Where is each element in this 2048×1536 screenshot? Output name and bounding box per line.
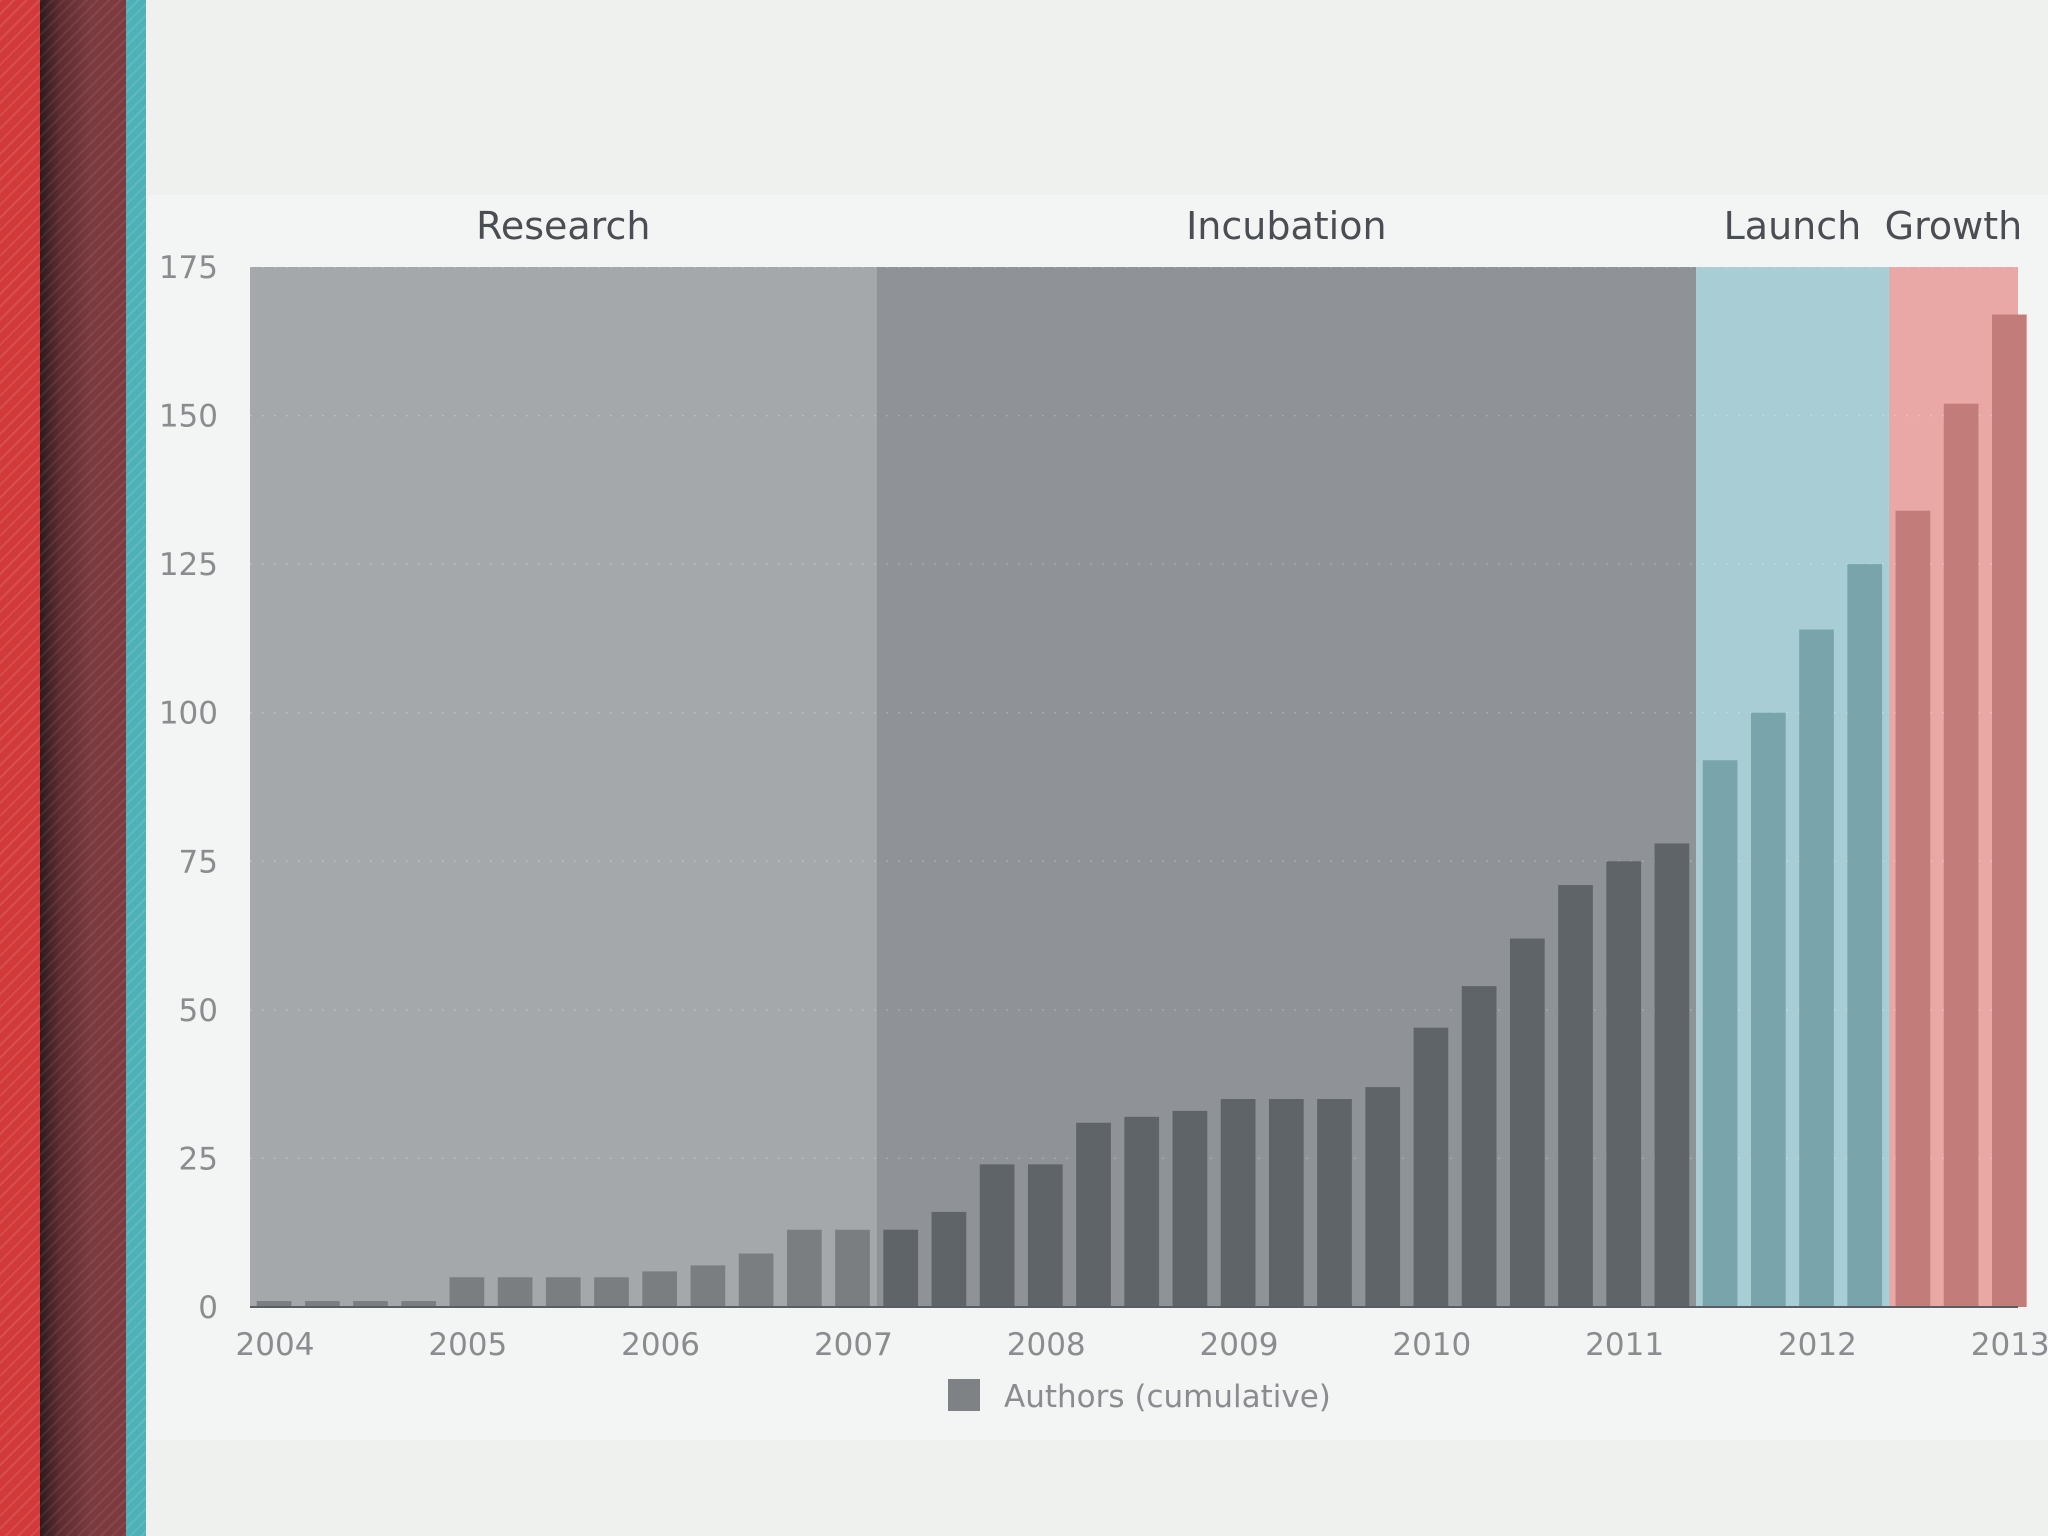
bar [401,1301,437,1307]
bar [1895,510,1931,1308]
bar [1461,986,1497,1307]
phase-label-growth: Growth [1885,204,2023,248]
bar [1509,938,1545,1307]
phase-band-research [250,267,877,1307]
bar [690,1265,726,1307]
bar [594,1277,629,1307]
x-tick-label: 2004 [236,1327,315,1363]
bar [1124,1116,1160,1307]
bar [1943,403,1979,1307]
y-tick-label: 150 [159,399,218,435]
bar [1268,1099,1304,1307]
bar [1317,1099,1352,1307]
x-tick-label: 2008 [1007,1327,1086,1363]
bar [497,1277,533,1307]
bar [738,1253,774,1307]
legend-swatch [948,1379,980,1411]
bar [353,1301,388,1307]
y-tick-label: 0 [198,1290,218,1326]
bar [1799,629,1834,1307]
y-tick-label: 75 [179,844,218,880]
bar [1365,1087,1401,1307]
x-tick-label: 2007 [814,1327,893,1363]
legend-label: Authors (cumulative) [1004,1379,1331,1415]
bar [786,1229,822,1307]
bar [883,1229,919,1307]
bar [931,1211,967,1307]
bar [1750,712,1786,1307]
bar [1172,1110,1208,1307]
bar-chart: Research Incubation Launch Growth 0 25 50 75 100… [159,204,2048,1415]
bar [1606,861,1642,1307]
phase-label-launch: Launch [1724,204,1862,248]
x-tick-label: 2005 [428,1327,507,1363]
bar [1558,885,1593,1307]
bar [1076,1122,1111,1307]
bar [979,1164,1015,1307]
y-tick-label: 100 [159,696,218,732]
x-tick-label: 2009 [1200,1327,1279,1363]
y-tick-label: 25 [179,1141,218,1177]
maroon-stripe-decoration [40,0,126,1536]
bar [449,1277,485,1307]
x-tick-label: 2010 [1392,1327,1471,1363]
bar [1027,1164,1063,1307]
phase-label-incubation: Incubation [1186,204,1386,248]
x-tick-label: 2012 [1778,1327,1857,1363]
chart-card: Research Incubation Launch Growth 0 25 50 75 100… [148,195,2048,1440]
bar [835,1229,870,1307]
phase-label-research: Research [476,204,650,248]
bar [1220,1099,1256,1307]
bar [1413,1027,1449,1307]
x-tick-label: 2011 [1585,1327,1664,1363]
x-tick-label: 2006 [621,1327,700,1363]
x-tick-label: 2013 [1971,1327,2048,1363]
bar [1654,843,1690,1307]
bar [304,1301,340,1307]
bar [256,1301,292,1307]
y-tick-label: 50 [179,993,218,1029]
bar [545,1277,581,1307]
y-tick-label: 175 [159,250,218,286]
red-stripe-decoration [0,0,40,1536]
teal-stripe-decoration [126,0,146,1536]
y-tick-label: 125 [159,547,218,583]
bar [1702,760,1738,1307]
bar [1991,314,2027,1307]
bar [642,1271,678,1307]
bar [1847,564,1883,1307]
